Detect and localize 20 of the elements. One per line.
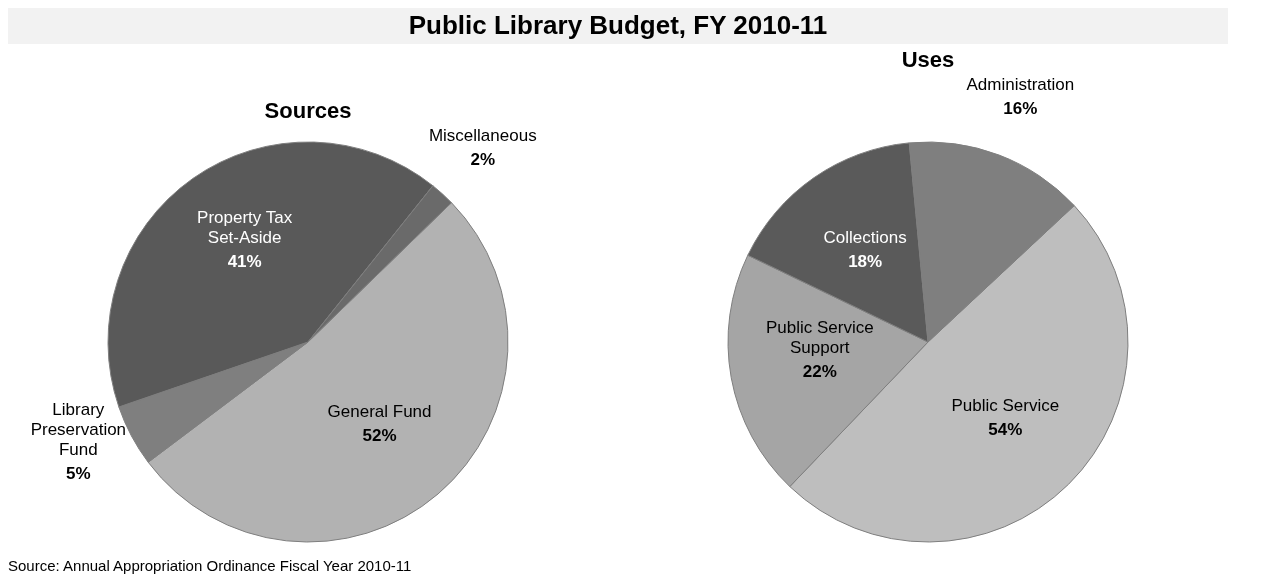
slice-label: Administration — [966, 74, 1075, 94]
data-label: 52% — [362, 425, 397, 445]
data-label: 18% — [848, 251, 883, 271]
source-note: Source: Annual Appropriation Ordinance Fiscal Year 2010-11 — [8, 557, 412, 574]
slice-label: General Fund — [327, 401, 432, 421]
text: Public Library Budget, FY 2010-11 — [408, 10, 828, 40]
slice-label: Property Tax Set-Aside — [197, 208, 293, 248]
slice-label: Miscellaneous — [428, 125, 537, 145]
slice-label: Collections — [823, 227, 907, 247]
slice-label: Public Service Support — [765, 317, 874, 357]
chart-title: Sources — [264, 97, 352, 123]
chart-title: Uses — [901, 46, 955, 72]
data-label: 41% — [227, 252, 262, 272]
data-label: 5% — [66, 463, 91, 483]
data-label: 54% — [988, 420, 1023, 440]
data-label: 22% — [802, 361, 837, 381]
data-label: 2% — [470, 149, 496, 169]
data-label: 16% — [1003, 98, 1038, 118]
slice-label: Library Preservation Fund — [30, 399, 127, 459]
slice-label: Public Service — [951, 396, 1060, 416]
